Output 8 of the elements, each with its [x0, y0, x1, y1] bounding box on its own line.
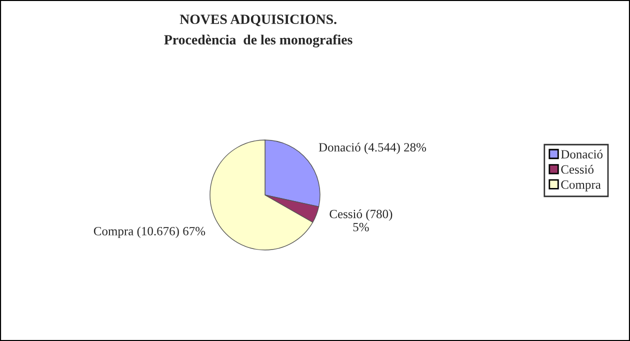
chart-title: NOVES ADQUISICIONS.	[180, 14, 336, 26]
legend-label: Cessió	[561, 164, 594, 174]
legend-label: Donació	[561, 150, 603, 159]
chart-subtitle: Procedència de les monografies	[164, 34, 352, 48]
legend-label: Compra	[561, 180, 601, 192]
data-label: Compra (10.676) 67%	[94, 226, 206, 238]
data-label: Donació (4.544) 28%	[318, 142, 426, 154]
data-label: Cessió (780) 5%	[330, 209, 392, 232]
